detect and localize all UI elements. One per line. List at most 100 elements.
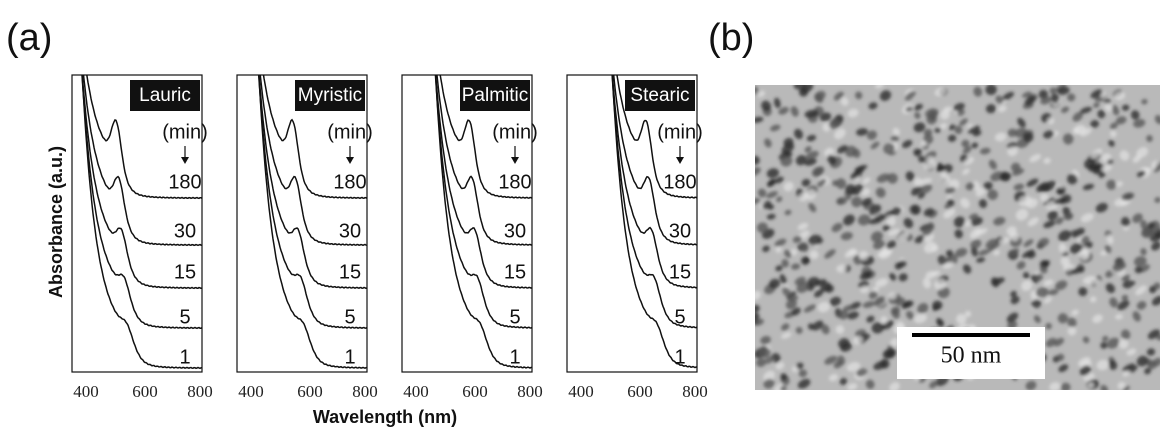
particle [870, 231, 883, 243]
time-label: 1 [674, 346, 685, 368]
plot-frame [236, 74, 368, 373]
particle [766, 191, 778, 199]
particle [1078, 287, 1088, 297]
spectrum-curve [81, 75, 202, 330]
particle [917, 302, 929, 314]
particle [790, 106, 799, 117]
particle [1067, 326, 1077, 336]
particle [968, 213, 979, 220]
particle [1080, 246, 1090, 257]
particle [922, 226, 933, 236]
particle [1126, 348, 1137, 356]
particle [779, 274, 787, 284]
particle [967, 125, 981, 134]
arrow-head [346, 157, 354, 164]
particle [860, 285, 869, 293]
particle [828, 118, 841, 129]
particle [1049, 87, 1057, 95]
particle [775, 246, 782, 253]
time-label: 30 [504, 220, 526, 242]
time-unit: (min) [162, 121, 208, 143]
particle [1010, 162, 1021, 172]
panel-name-box [625, 80, 695, 111]
particle [920, 140, 927, 147]
spectrum-curve [611, 75, 697, 289]
particle [882, 210, 894, 221]
particle [1084, 158, 1096, 169]
particle [1104, 245, 1112, 254]
particle [960, 198, 970, 209]
particle [857, 214, 871, 226]
particle [888, 292, 897, 300]
particle [1115, 181, 1124, 187]
particle [1121, 274, 1131, 282]
particle [1082, 336, 1090, 344]
particle [781, 323, 790, 331]
particle [875, 85, 885, 89]
particle [824, 249, 836, 259]
particle [1119, 150, 1130, 161]
particle [1055, 217, 1064, 225]
particle [1100, 341, 1108, 349]
particle [868, 291, 878, 300]
particle [762, 200, 772, 209]
particle [1121, 217, 1130, 227]
particle [1006, 226, 1017, 236]
particle [868, 102, 878, 110]
particle [800, 256, 810, 265]
x-tick-label: 800 [517, 382, 543, 401]
particle [889, 272, 897, 281]
particle [852, 148, 861, 159]
particle [1013, 183, 1025, 191]
particle [1010, 290, 1017, 298]
spectrum-curve [434, 75, 532, 329]
x-tick-label: 400 [403, 382, 429, 401]
particle [1151, 241, 1160, 251]
particle [1111, 105, 1120, 116]
particle [914, 235, 925, 244]
curves [257, 75, 367, 370]
particle [766, 213, 776, 220]
particle [904, 90, 917, 101]
spectrum-curve [257, 75, 367, 330]
particle [1136, 170, 1146, 178]
time-label: 15 [174, 261, 196, 283]
particle [1026, 178, 1039, 187]
particle [1060, 256, 1070, 267]
particle [978, 199, 988, 209]
time-unit: (min) [327, 121, 373, 143]
particle [923, 161, 937, 170]
particle [793, 128, 804, 140]
time-label: 15 [339, 261, 361, 283]
particle [939, 175, 951, 185]
particle [869, 204, 882, 216]
time-label: 1 [344, 346, 355, 368]
particle [965, 182, 975, 191]
particle [829, 296, 842, 307]
particle [943, 208, 956, 219]
particle [902, 300, 914, 309]
particle [755, 116, 764, 123]
particle [856, 128, 868, 136]
particle [948, 124, 956, 131]
particle [833, 91, 844, 101]
particle [755, 290, 761, 301]
particle [1133, 256, 1147, 267]
particle [913, 149, 922, 156]
particle [791, 263, 801, 270]
panel-name: Stearic [630, 85, 689, 106]
particle [780, 373, 788, 381]
particle [1072, 112, 1084, 122]
particle [971, 247, 978, 257]
particle [791, 365, 799, 373]
particle [1021, 249, 1035, 258]
arrow-head [511, 157, 519, 164]
particle [990, 277, 1000, 288]
particle [854, 164, 868, 172]
particle [925, 271, 936, 279]
particle [955, 248, 968, 258]
particle [875, 187, 886, 198]
particle [780, 385, 787, 390]
particle [1115, 116, 1127, 125]
particle [1080, 236, 1090, 245]
